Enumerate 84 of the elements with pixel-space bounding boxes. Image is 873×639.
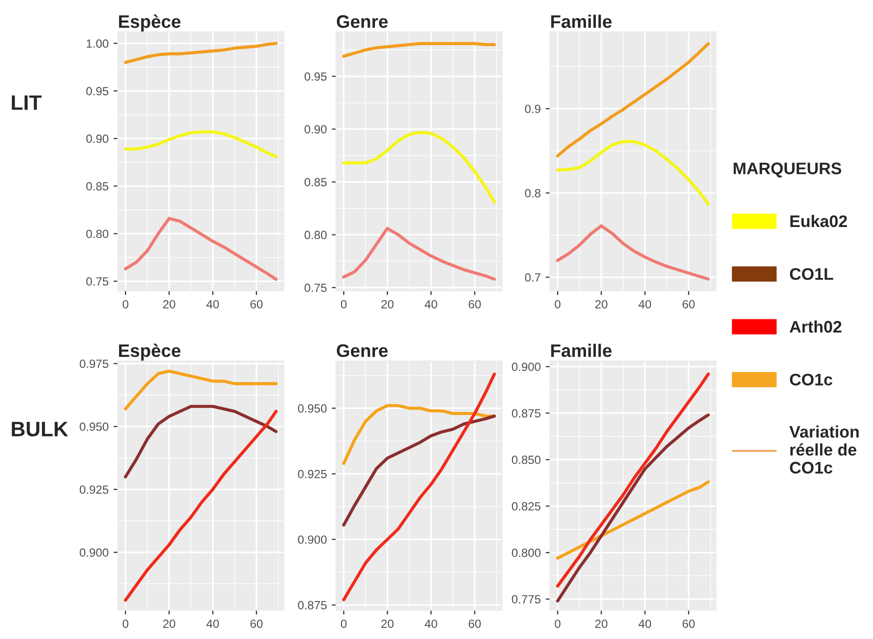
x-tick-label: 60 xyxy=(468,620,481,628)
y-tick-label: 0.800 xyxy=(512,548,541,557)
x-tick-label: 60 xyxy=(250,620,263,628)
y-tick-label: 0.8 xyxy=(525,188,540,198)
y-tick-label: 0.90 xyxy=(304,125,327,134)
line-series xyxy=(556,372,710,588)
y-tick-label: 0.75 xyxy=(304,284,327,292)
line-series xyxy=(124,370,278,410)
x-tick-label: 40 xyxy=(206,300,219,308)
chart-title: Genre xyxy=(336,15,388,28)
x-tick-label: 20 xyxy=(163,620,176,628)
line-series xyxy=(124,216,278,281)
line-series xyxy=(342,404,496,465)
line-series xyxy=(556,224,710,280)
legend-label: Euka02 xyxy=(790,214,847,228)
y-tick-label: 0.85 xyxy=(304,178,327,186)
x-tick-label: 40 xyxy=(638,620,652,628)
chart-title: Espèce xyxy=(119,344,180,361)
chart-title: Famille xyxy=(551,14,612,28)
y-tick-label: 0.875 xyxy=(512,409,540,418)
x-tick-label: 20 xyxy=(381,300,394,308)
y-tick-label: 0.925 xyxy=(80,485,108,494)
y-tick-label: 0.7 xyxy=(525,273,540,282)
y-tick-label: 0.85 xyxy=(86,182,108,190)
x-tick-label: 0 xyxy=(554,300,560,308)
line-series xyxy=(342,226,496,281)
y-tick-label: 0.875 xyxy=(298,601,327,610)
y-tick-label: 0.75 xyxy=(86,277,108,286)
chart-title: Espèce xyxy=(119,14,180,32)
y-tick-label: 0.95 xyxy=(86,86,108,96)
y-tick-label: 0.9 xyxy=(525,104,540,114)
legend-label: Variation réelle de CO1c xyxy=(789,425,859,474)
y-tick-label: 1.00 xyxy=(86,39,108,48)
line-series xyxy=(556,413,710,602)
legend-label: Arth02 xyxy=(790,320,842,333)
line-series xyxy=(124,130,278,158)
text: BULK xyxy=(12,422,68,436)
x-tick-label: 20 xyxy=(595,620,608,628)
line-series xyxy=(556,480,710,560)
line-series xyxy=(124,42,278,64)
y-tick-label: 0.775 xyxy=(512,595,540,604)
x-tick-label: 0 xyxy=(122,300,128,308)
line-series xyxy=(556,140,710,206)
x-tick-label: 60 xyxy=(250,300,263,308)
x-tick-label: 40 xyxy=(424,300,438,308)
x-tick-label: 40 xyxy=(638,300,652,308)
y-tick-label: 0.900 xyxy=(80,548,108,557)
y-tick-label: 0.80 xyxy=(304,230,327,240)
y-tick-label: 0.950 xyxy=(80,422,108,431)
line-series xyxy=(342,130,496,204)
x-tick-label: 40 xyxy=(206,620,219,628)
y-tick-label: 0.825 xyxy=(512,502,540,510)
y-tick-label: 0.850 xyxy=(512,456,541,464)
y-tick-label: 0.900 xyxy=(298,535,327,544)
line-series xyxy=(124,404,278,478)
y-tick-label: 0.900 xyxy=(512,362,541,372)
y-tick-label: 0.925 xyxy=(298,470,327,478)
x-tick-label: 20 xyxy=(381,620,394,628)
chart-title: Famille xyxy=(551,344,612,358)
x-tick-label: 40 xyxy=(424,620,438,628)
x-tick-label: 20 xyxy=(163,300,176,308)
text: LIT xyxy=(12,95,42,110)
y-tick-label: 0.95 xyxy=(304,72,327,81)
x-tick-label: 20 xyxy=(595,300,608,308)
y-tick-label: 0.90 xyxy=(86,134,108,143)
y-tick-label: 0.950 xyxy=(298,404,327,413)
line-series xyxy=(342,42,496,58)
x-tick-label: 60 xyxy=(682,620,695,628)
x-tick-label: 0 xyxy=(554,620,560,628)
line-series xyxy=(342,414,496,527)
x-tick-label: 60 xyxy=(468,300,481,308)
chart-title: Genre xyxy=(336,344,388,358)
legend-label: CO1c xyxy=(790,374,832,386)
line-series xyxy=(556,42,710,158)
line-series xyxy=(342,372,496,602)
x-tick-label: 0 xyxy=(340,300,347,308)
x-tick-label: 0 xyxy=(340,620,347,628)
y-tick-label: 0.80 xyxy=(86,230,108,238)
x-tick-label: 0 xyxy=(122,620,128,628)
y-tick-label: 0.975 xyxy=(80,360,108,368)
legend-title: MARQUEURS xyxy=(734,162,842,178)
x-tick-label: 60 xyxy=(682,300,695,308)
line-series xyxy=(124,410,278,602)
legend-label: CO1L xyxy=(790,268,834,280)
